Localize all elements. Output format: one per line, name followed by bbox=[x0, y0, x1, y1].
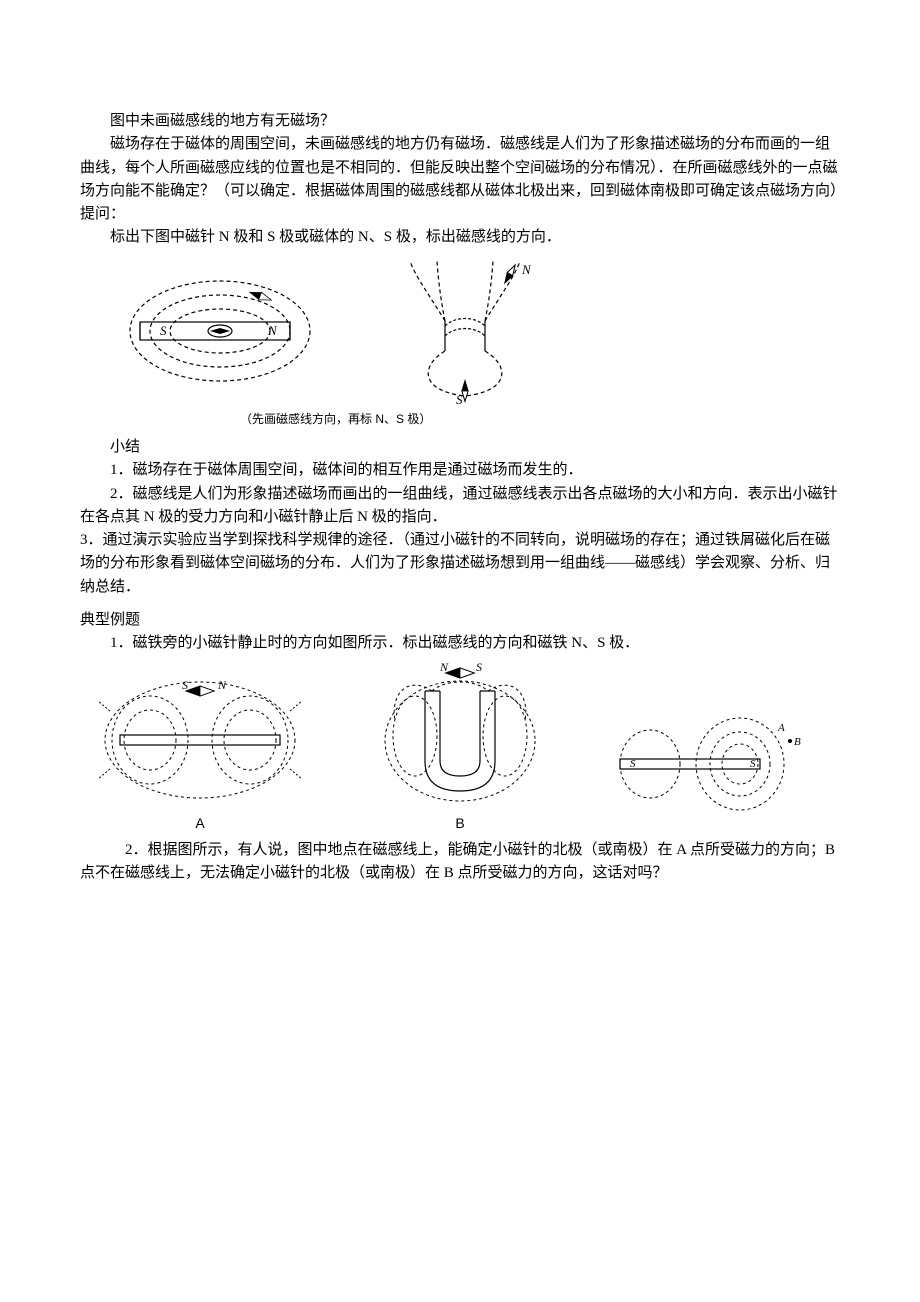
figure-A: S N A bbox=[90, 671, 310, 835]
label-point-A: A bbox=[777, 722, 785, 734]
summary-item-1: 1．磁场存在于磁体周围空间，磁体间的相互作用是通过磁场而发生的． bbox=[80, 459, 840, 482]
figure-B-label: B bbox=[455, 813, 464, 835]
example-figure-row: S N A bbox=[90, 661, 840, 835]
figure-B-svg: N S bbox=[370, 661, 550, 811]
label-S-2: S bbox=[456, 392, 463, 406]
examples-heading: 典型例题 bbox=[80, 609, 840, 632]
question-1: 图中未画磁感线的地方有无磁场？ bbox=[80, 110, 840, 133]
label-N: N bbox=[267, 323, 278, 338]
figure-B: N S B bbox=[370, 661, 550, 835]
paragraph-2: 标出下图中磁针 N 极和 S 极或磁体的 N、S 极，标出磁感线的方向． bbox=[80, 226, 840, 249]
figure-row-1: S N bbox=[110, 256, 840, 406]
label-B-S: S bbox=[476, 661, 482, 674]
paragraph-1: 磁场存在于磁体的周围空间，未画磁感线的地方仍有磁场．磁感线是人们为了形象描述磁场… bbox=[80, 133, 840, 226]
label-S: S bbox=[160, 323, 167, 338]
figure-A-svg: S N bbox=[90, 671, 310, 811]
example-2: 2．根据图所示，有人说，图中地点在磁感线上，能确定小磁针的北极（或南极）在 A … bbox=[80, 839, 840, 886]
summary-heading: 小结 bbox=[80, 436, 840, 459]
figure-u-magnet-field: N S bbox=[370, 256, 570, 406]
label-N-2: N bbox=[521, 262, 532, 277]
document-page: 图中未画磁感线的地方有无磁场？ 磁场存在于磁体的周围空间，未画磁感线的地方仍有磁… bbox=[0, 0, 920, 1302]
figure-AB-points: S S A B bbox=[610, 695, 810, 835]
label-bar-S2: S bbox=[750, 758, 756, 770]
label-point-B: B bbox=[794, 736, 801, 748]
label-A-N: N bbox=[217, 678, 227, 692]
summary-item-3: 3．通过演示实验应当学到探找科学规律的途径．（通过小磁针的不同转向，说明磁场的存… bbox=[80, 529, 840, 599]
label-B-N: N bbox=[439, 661, 449, 674]
label-bar-S: S bbox=[630, 758, 636, 770]
summary-item-2: 2．磁感线是人们为形象描述磁场而画出的一组曲线，通过磁感线表示出各点磁场的大小和… bbox=[80, 483, 840, 530]
figure-A-label: A bbox=[195, 813, 204, 835]
figure-1-caption: （先画磁感线方向，再标 N、S 极） bbox=[240, 410, 840, 429]
label-A-S: S bbox=[182, 678, 188, 692]
figure-bar-magnet-compass: S N bbox=[110, 266, 330, 396]
example-1: 1．磁铁旁的小磁针静止时的方向如图所示．标出磁感线的方向和磁铁 N、S 极． bbox=[80, 632, 840, 655]
